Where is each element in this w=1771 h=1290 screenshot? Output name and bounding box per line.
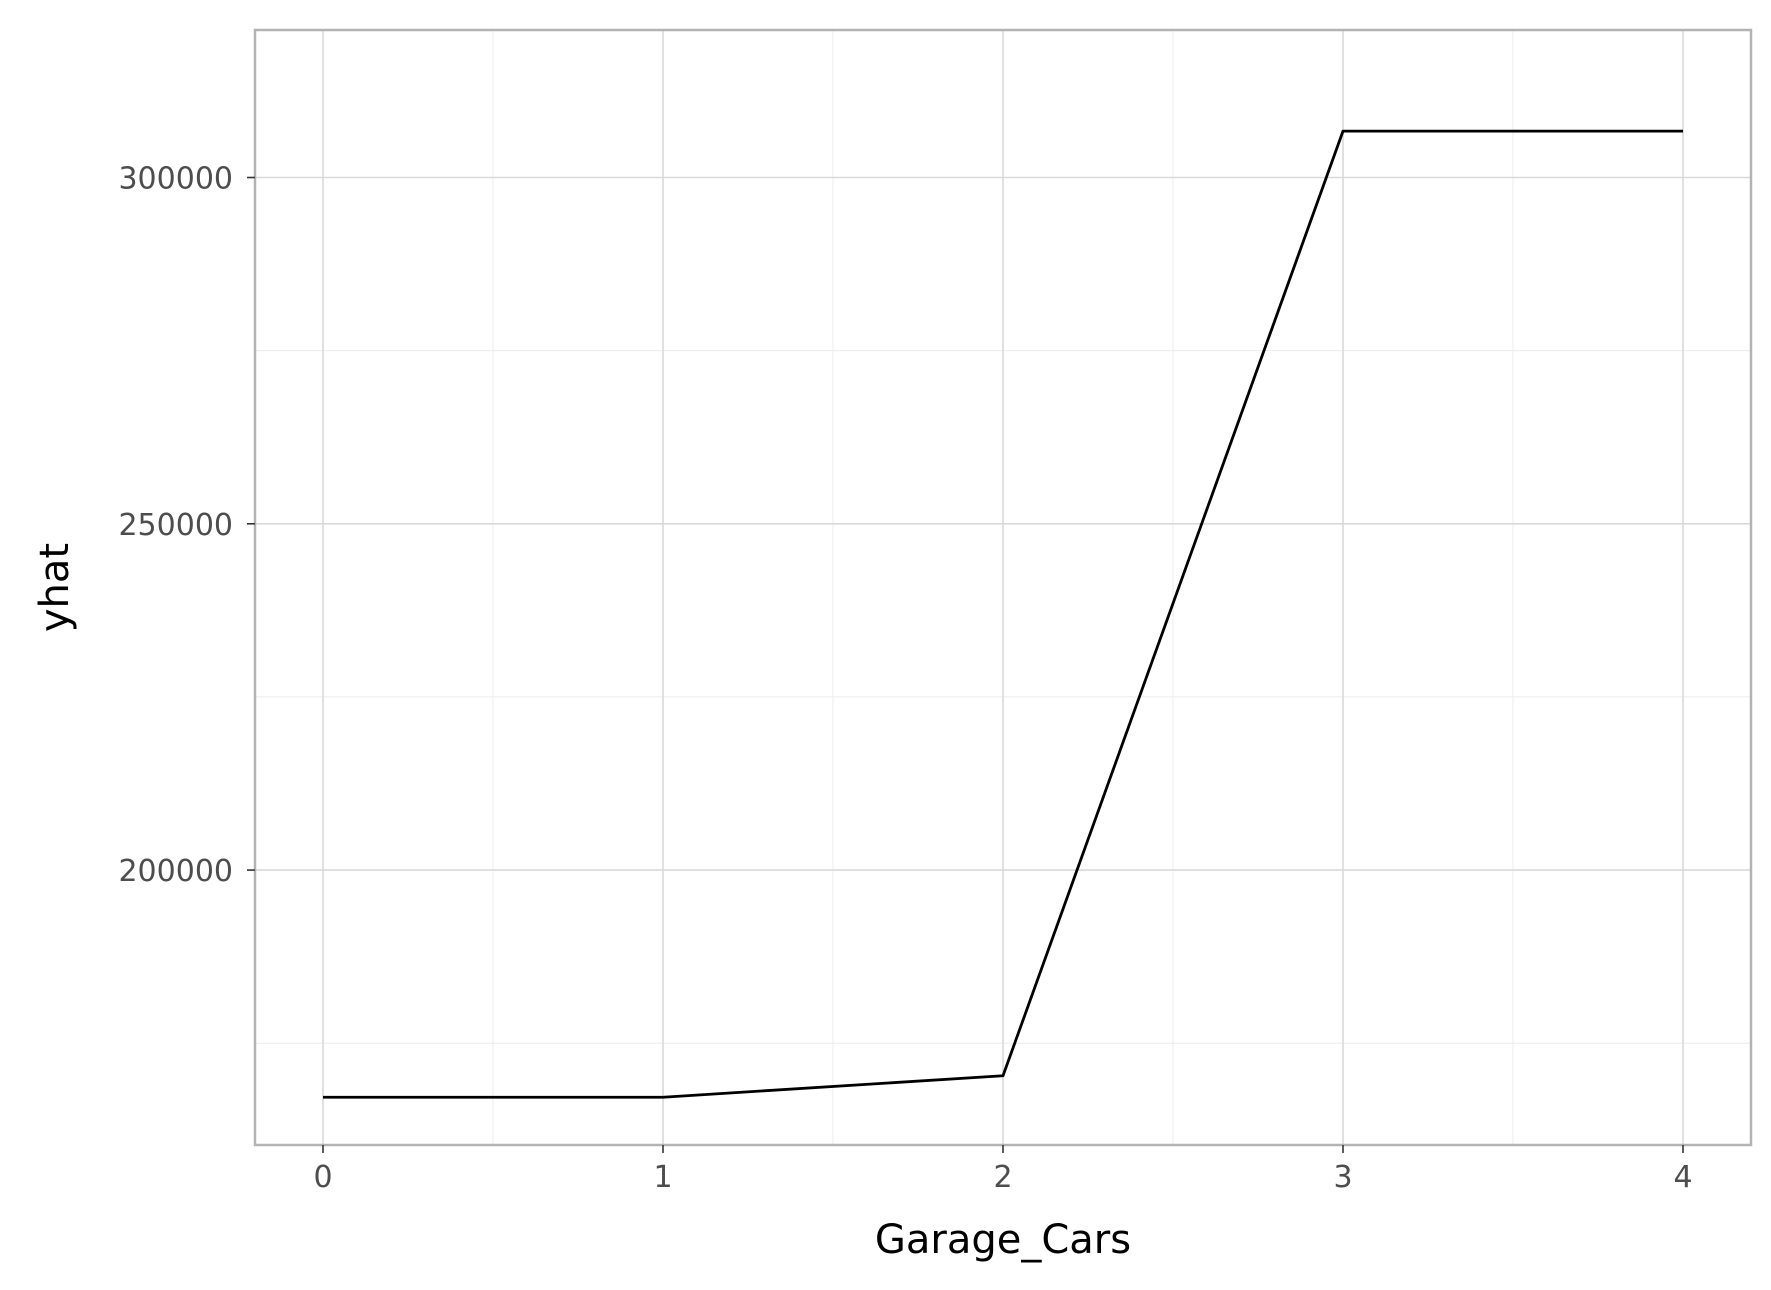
x-tick-label-0: 0 [313,1160,332,1195]
y-tick-label-1: 250000 [118,508,233,543]
x-axis-title: Garage_Cars [875,1217,1131,1263]
x-tick-label-3: 3 [1333,1160,1352,1195]
y-tick-label-0: 200000 [118,854,233,889]
y-tick-label-2: 300000 [118,162,233,197]
x-tick-label-4: 4 [1673,1160,1692,1195]
grid [255,30,1751,1145]
x-tick-label-1: 1 [653,1160,672,1195]
series-line-0 [323,129,1683,1099]
axis-ticks: 0 1 2 3 4 200000 250000 300000 [118,162,1692,1195]
series-layer [323,129,1683,1099]
x-tick-label-2: 2 [993,1160,1012,1195]
y-axis-title: yhat [32,543,78,632]
